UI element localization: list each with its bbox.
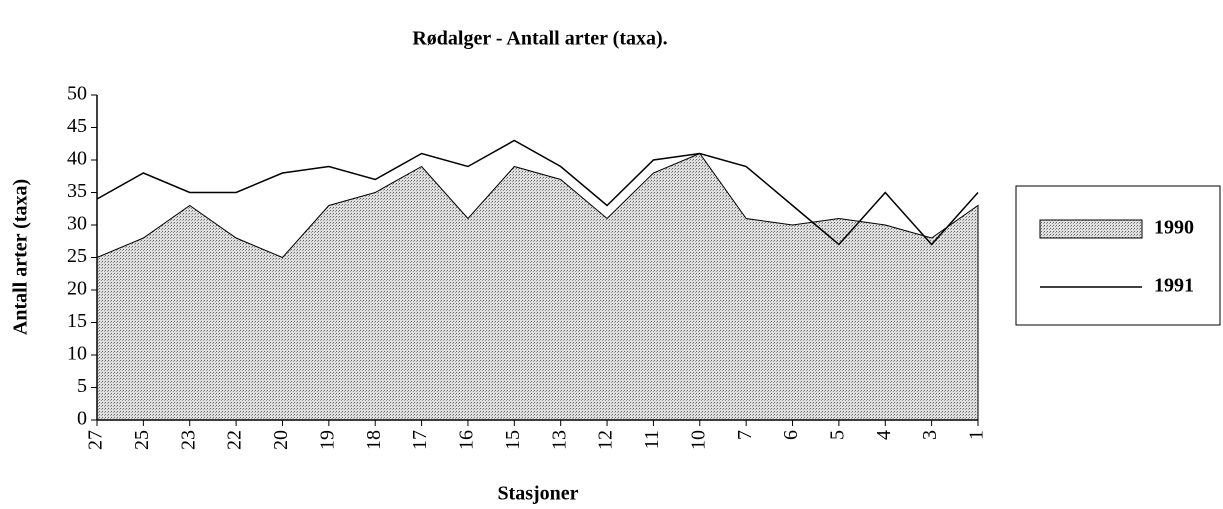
x-tick-label: 16 [456,430,478,450]
legend-box [1015,185,1221,326]
x-tick-label: 18 [363,430,385,450]
y-tick-label: 45 [67,115,87,137]
x-tick-label: 5 [826,430,848,440]
x-axis-label: Stasjoner [497,483,578,505]
x-tick-label: 22 [224,430,246,450]
y-axis-label: Antall arter (taxa) [10,179,32,335]
x-tick-label: 1 [966,430,988,440]
x-tick-label: 20 [270,430,292,450]
y-tick-label: 40 [67,148,87,170]
legend-swatch [1039,219,1143,239]
x-tick-label: 3 [919,430,941,440]
x-tick-label: 7 [734,430,756,440]
x-tick-label: 12 [595,430,617,450]
y-tick-label: 30 [67,213,87,235]
legend-label: 1991 [1154,275,1194,297]
chart-title: Rødalger - Antall arter (taxa). [412,28,667,50]
area [96,152,979,421]
x-tick-label: 6 [780,430,802,440]
y-tick-label: 35 [67,180,87,202]
y-tick-label: 5 [77,375,87,397]
y-tick-label: 10 [67,343,87,365]
x-tick-label: 27 [85,430,107,450]
x-tick-label: 25 [131,430,153,450]
line [96,139,979,246]
y-tick-label: 50 [67,83,87,105]
x-tick-label: 11 [641,430,663,449]
x-tick-label: 23 [177,430,199,450]
legend-label: 1990 [1154,217,1194,239]
x-tick-label: 13 [548,430,570,450]
x-tick-label: 15 [502,430,524,450]
x-tick-label: 4 [873,430,895,440]
y-tick-label: 20 [67,278,87,300]
y-tick-label: 0 [77,408,87,430]
y-tick-label: 15 [67,310,87,332]
x-tick-label: 19 [316,430,338,450]
y-tick-label: 25 [67,245,87,267]
x-tick-label: 17 [409,430,431,450]
x-tick-label: 10 [687,430,709,450]
